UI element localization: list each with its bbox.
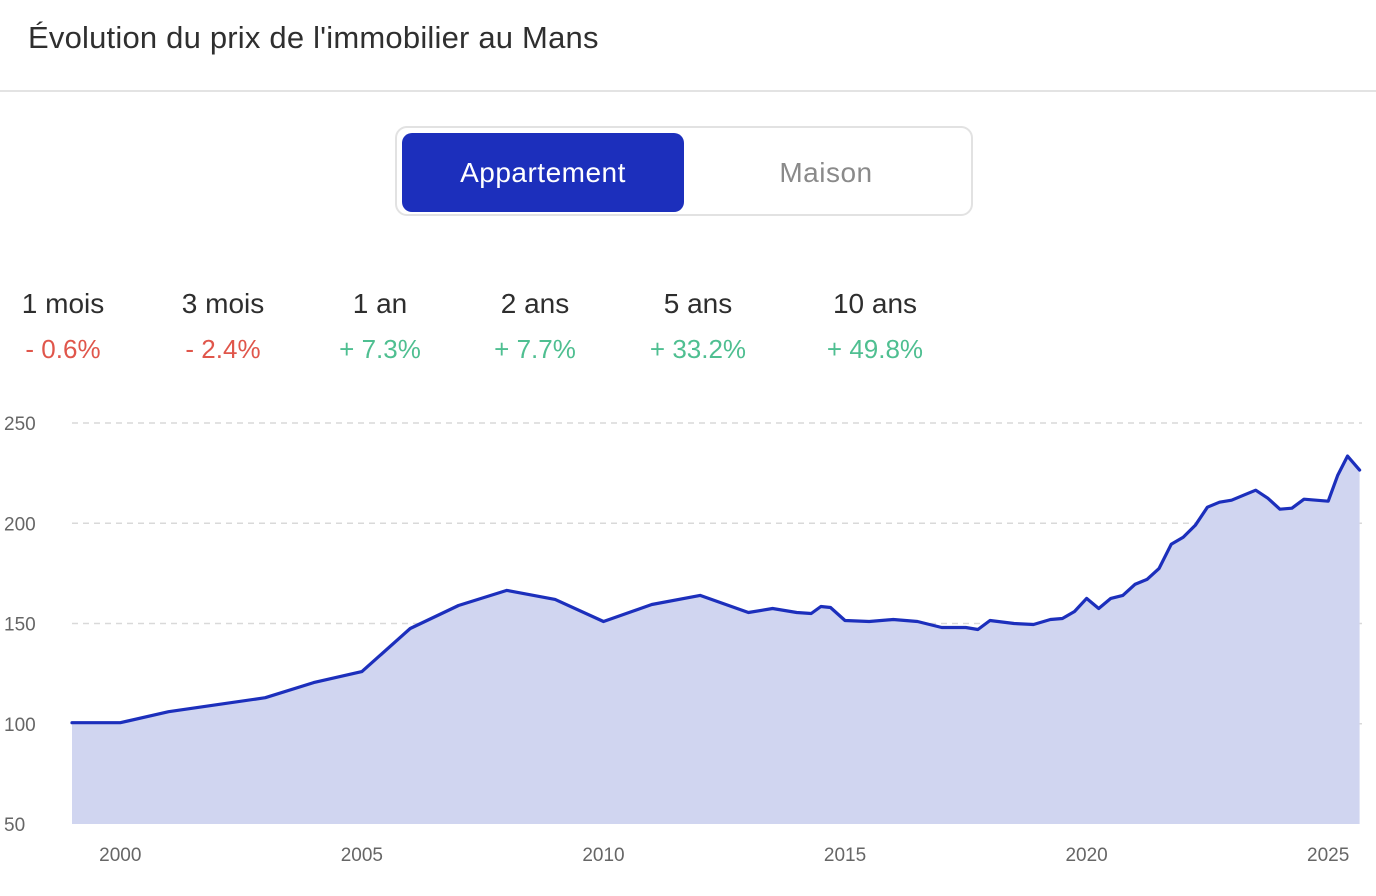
stat-5-ans: 5 ans + 33.2% bbox=[638, 288, 758, 365]
appartement-tab[interactable]: Appartement bbox=[402, 133, 684, 212]
stat-label: 1 an bbox=[352, 288, 408, 319]
area-fill bbox=[72, 456, 1360, 824]
stat-value: + 49.8% bbox=[826, 334, 924, 364]
header-bar: Évolution du prix de l'immobilier au Man… bbox=[0, 0, 1376, 92]
x-tick-label: 2020 bbox=[1065, 845, 1107, 866]
stat-value: - 2.4% bbox=[185, 334, 261, 364]
stat-1-mois: 1 mois - 0.6% bbox=[18, 288, 108, 365]
y-tick-label: 150 bbox=[4, 615, 36, 636]
property-type-toggle: Appartement Maison bbox=[395, 126, 973, 216]
y-tick-label: 100 bbox=[4, 715, 36, 736]
stat-value: + 7.3% bbox=[339, 334, 421, 364]
stat-label: 1 mois bbox=[21, 288, 105, 319]
series-line bbox=[70, 454, 1362, 725]
stat-value: + 7.7% bbox=[494, 334, 576, 364]
stat-label: 10 ans bbox=[832, 288, 918, 319]
stat-value: - 0.6% bbox=[25, 334, 101, 364]
x-tick-label: 2005 bbox=[341, 845, 383, 866]
y-tick-label: 50 bbox=[4, 815, 25, 836]
x-tick-label: 2000 bbox=[99, 845, 141, 866]
x-tick-label: 2010 bbox=[582, 845, 624, 866]
price-chart: 50 100 150 200 250 2000 2005 2010 2015 2020 2025 bbox=[4, 414, 1362, 866]
stat-label: 3 mois bbox=[181, 288, 265, 319]
stat-10-ans: 10 ans + 49.8% bbox=[812, 288, 938, 365]
stat-value: + 33.2% bbox=[649, 334, 747, 364]
stat-label: 2 ans bbox=[500, 288, 570, 319]
stat-label: 5 ans bbox=[663, 288, 733, 319]
y-tick-label: 200 bbox=[4, 514, 36, 535]
stat-2-ans: 2 ans + 7.7% bbox=[485, 288, 585, 365]
stat-3-mois: 3 mois - 2.4% bbox=[170, 288, 276, 365]
stat-1-an: 1 an + 7.3% bbox=[330, 288, 430, 365]
x-tick-label: 2025 bbox=[1307, 845, 1349, 866]
y-tick-label: 250 bbox=[4, 414, 36, 435]
page-title: Évolution du prix de l'immobilier au Man… bbox=[28, 20, 599, 55]
maison-tab[interactable]: Maison bbox=[779, 156, 873, 188]
x-tick-label: 2015 bbox=[824, 845, 866, 866]
